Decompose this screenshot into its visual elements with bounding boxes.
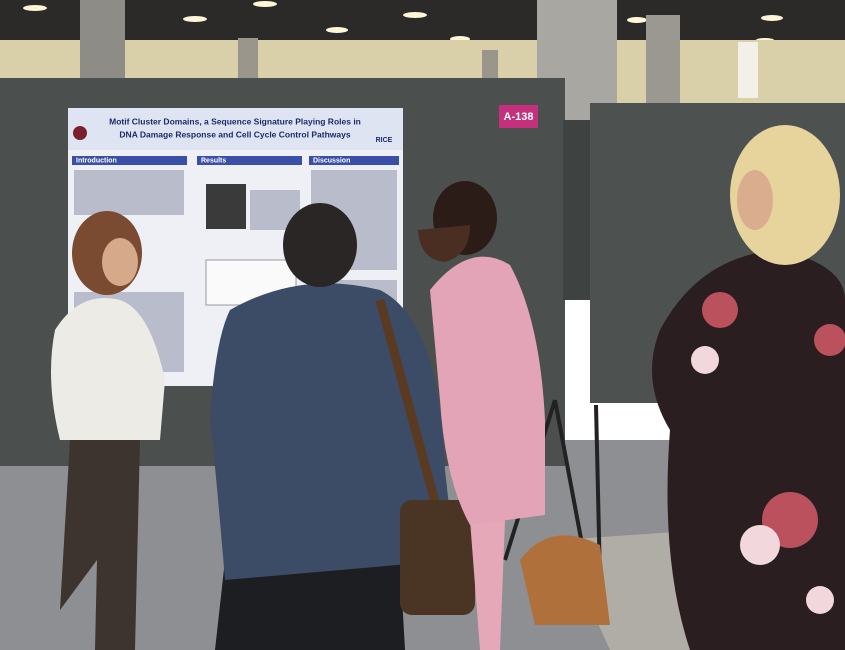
booth-number: A-138: [504, 111, 534, 123]
person: [418, 181, 545, 650]
handbag: [520, 535, 610, 625]
poster-title: DNA Damage Response and Cell Cycle Contr…: [119, 129, 350, 139]
booth-sign: [499, 105, 538, 128]
section-title: Results: [201, 157, 226, 164]
person: [210, 203, 475, 650]
poster-title: Motif Cluster Domains, a Sequence Signat…: [109, 116, 361, 126]
person: [51, 211, 165, 650]
section-header: [197, 156, 302, 165]
section-title: Discussion: [313, 157, 350, 164]
section-title: Introduction: [76, 157, 117, 164]
ceiling: [0, 0, 845, 45]
poster-figure: [206, 184, 246, 229]
column: [238, 38, 258, 88]
column: [646, 15, 680, 105]
person: [652, 125, 845, 650]
section-header: [72, 156, 187, 165]
column: [80, 0, 125, 82]
poster-header: [68, 108, 403, 150]
section-header: [309, 156, 399, 165]
board-edge: [563, 120, 591, 300]
university-logo: [73, 126, 87, 140]
poster-logo: RICE: [376, 137, 393, 144]
hanging-sign: [738, 42, 758, 98]
